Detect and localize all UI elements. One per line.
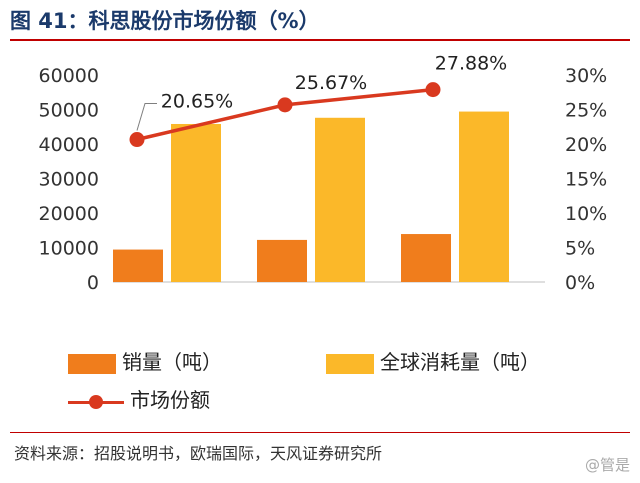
share-point [425, 82, 441, 98]
x-tick-label: 2017 [161, 300, 209, 302]
chart-axes: 0 10000 20000 30000 40000 50000 60000 0% 5% 10% 15… [39, 65, 608, 302]
legend-item-share: 市场份额 [68, 388, 368, 414]
y-right-tick-label: 10% [565, 203, 607, 225]
legend-item-sales: 销量（吨） [68, 350, 222, 374]
share-data-label: 20.65% [161, 91, 233, 113]
chart-bars [113, 111, 509, 283]
legend-swatch-consumption [326, 353, 374, 374]
legend-item-consumption: 全球消耗量（吨） [326, 350, 540, 374]
bar-sales [401, 234, 451, 282]
watermark: @管是 [584, 456, 630, 474]
y-left-tick-label: 20000 [39, 203, 99, 225]
chart-line [129, 82, 441, 148]
y-left-tick-label: 0 [87, 272, 99, 294]
share-point [129, 132, 145, 148]
combo-chart: 0 10000 20000 30000 40000 50000 60000 0% 5% 10% 15… [39, 53, 608, 302]
bar-sales [257, 239, 307, 282]
bar-consumption [459, 111, 509, 282]
y-right-tick-label: 15% [565, 169, 607, 191]
y-left-tick-label: 50000 [39, 100, 99, 122]
legend-label-consumption: 全球消耗量（吨） [380, 350, 540, 374]
bar-consumption [315, 117, 365, 282]
y-right-tick-label: 5% [565, 238, 595, 260]
share-data-label: 25.67% [295, 72, 367, 94]
legend-swatch-share [68, 390, 124, 414]
y-left-tick-label: 40000 [39, 134, 99, 156]
footer-divider [10, 432, 630, 433]
title-divider [10, 39, 630, 41]
bar-sales [113, 249, 163, 282]
y-left-tick-label: 30000 [39, 169, 99, 191]
x-tick-label: 2019 [449, 300, 497, 302]
legend-swatch-sales [68, 353, 116, 374]
data-label-leader [136, 103, 157, 131]
share-data-label: 27.88% [435, 53, 507, 75]
y-right-tick-label: 20% [565, 134, 607, 156]
y-left-tick-label: 10000 [39, 238, 99, 260]
source-note: 资料来源：招股说明书，欧瑞国际，天风证券研究所 [14, 444, 383, 463]
chart-labels: 20.65% 25.67% 27.88% [161, 53, 507, 113]
chart-title: 图 41：科思股份市场份额（%） [10, 9, 320, 33]
legend-label-share: 市场份额 [130, 388, 210, 412]
share-point [277, 97, 293, 113]
y-left-tick-label: 60000 [39, 65, 99, 87]
y-right-tick-label: 30% [565, 65, 607, 87]
y-right-tick-label: 25% [565, 100, 607, 122]
bar-consumption [171, 123, 221, 283]
y-right-tick-label: 0% [565, 272, 595, 294]
legend-label-sales: 销量（吨） [122, 350, 222, 374]
x-tick-label: 2018 [305, 300, 353, 302]
